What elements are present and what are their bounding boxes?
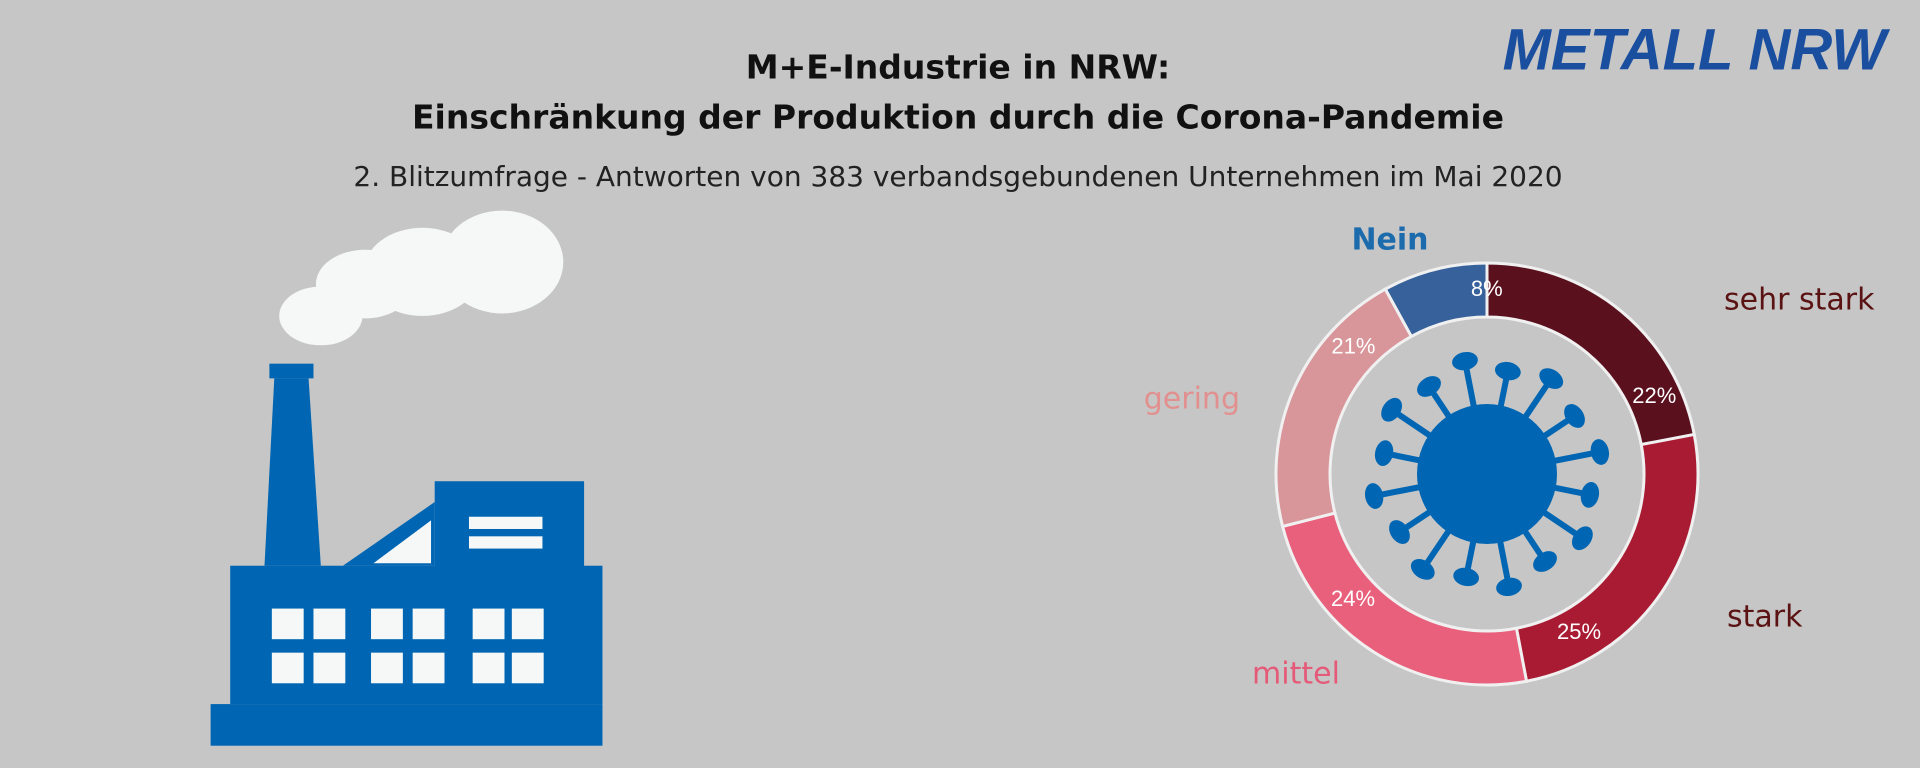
virus-spike	[1485, 471, 1585, 541]
virus-knob	[1533, 551, 1557, 572]
value-label: 21%	[1331, 333, 1375, 358]
virus-knob	[1410, 558, 1435, 580]
logo: METALL NRW	[1503, 17, 1891, 82]
virus-spike	[1484, 376, 1554, 476]
virus-spike	[1383, 450, 1488, 477]
virus-spike	[1484, 472, 1548, 564]
category-label: mittel	[1252, 657, 1340, 692]
value-label: 8%	[1471, 276, 1503, 301]
virus-knob	[1571, 526, 1593, 551]
virus-spike	[1420, 472, 1490, 572]
virus-knob	[1389, 520, 1410, 544]
category-label: sehr stark	[1724, 283, 1875, 318]
virus-spike	[1484, 370, 1511, 475]
virus-knob	[1453, 567, 1480, 587]
subtitle: 2. Blitzumfrage - Antworten von 383 verb…	[353, 160, 1562, 193]
virus-knob	[1374, 440, 1394, 467]
virus-knob	[1580, 481, 1600, 508]
title-line: Einschränkung der Produktion durch die C…	[412, 98, 1504, 137]
smoke	[279, 210, 564, 346]
virus-knob	[1381, 397, 1403, 422]
virus-spike	[1373, 471, 1488, 499]
virus-spike	[1463, 473, 1490, 578]
virus-spike	[1426, 384, 1490, 476]
virus-knob	[1417, 376, 1441, 397]
virus-knob	[1539, 368, 1564, 390]
virus-illustration	[1364, 351, 1610, 597]
value-label: 25%	[1557, 619, 1601, 644]
virus-knob	[1452, 351, 1478, 371]
virus-spike	[1486, 449, 1601, 477]
virus-spike	[1389, 407, 1489, 477]
virus-knob	[1564, 404, 1585, 428]
virus-spike	[1485, 413, 1577, 477]
virus-knob	[1364, 483, 1384, 509]
virus-spike	[1484, 473, 1512, 588]
value-label: 24%	[1331, 586, 1375, 611]
value-label: 22%	[1632, 383, 1676, 408]
virus-spike	[1462, 360, 1490, 475]
virus-spike	[1397, 471, 1489, 535]
virus-spike	[1486, 471, 1591, 498]
category-label: gering	[1144, 382, 1240, 417]
virus-knob	[1590, 439, 1610, 465]
virus-knob	[1494, 361, 1521, 381]
category-label: stark	[1727, 600, 1803, 635]
factory-illustration	[210, 210, 603, 746]
donut-segment	[1383, 261, 1489, 339]
category-label: Nein	[1351, 223, 1428, 258]
virus-knob	[1496, 577, 1522, 597]
title-line: M+E-Industrie in NRW:	[746, 48, 1170, 87]
